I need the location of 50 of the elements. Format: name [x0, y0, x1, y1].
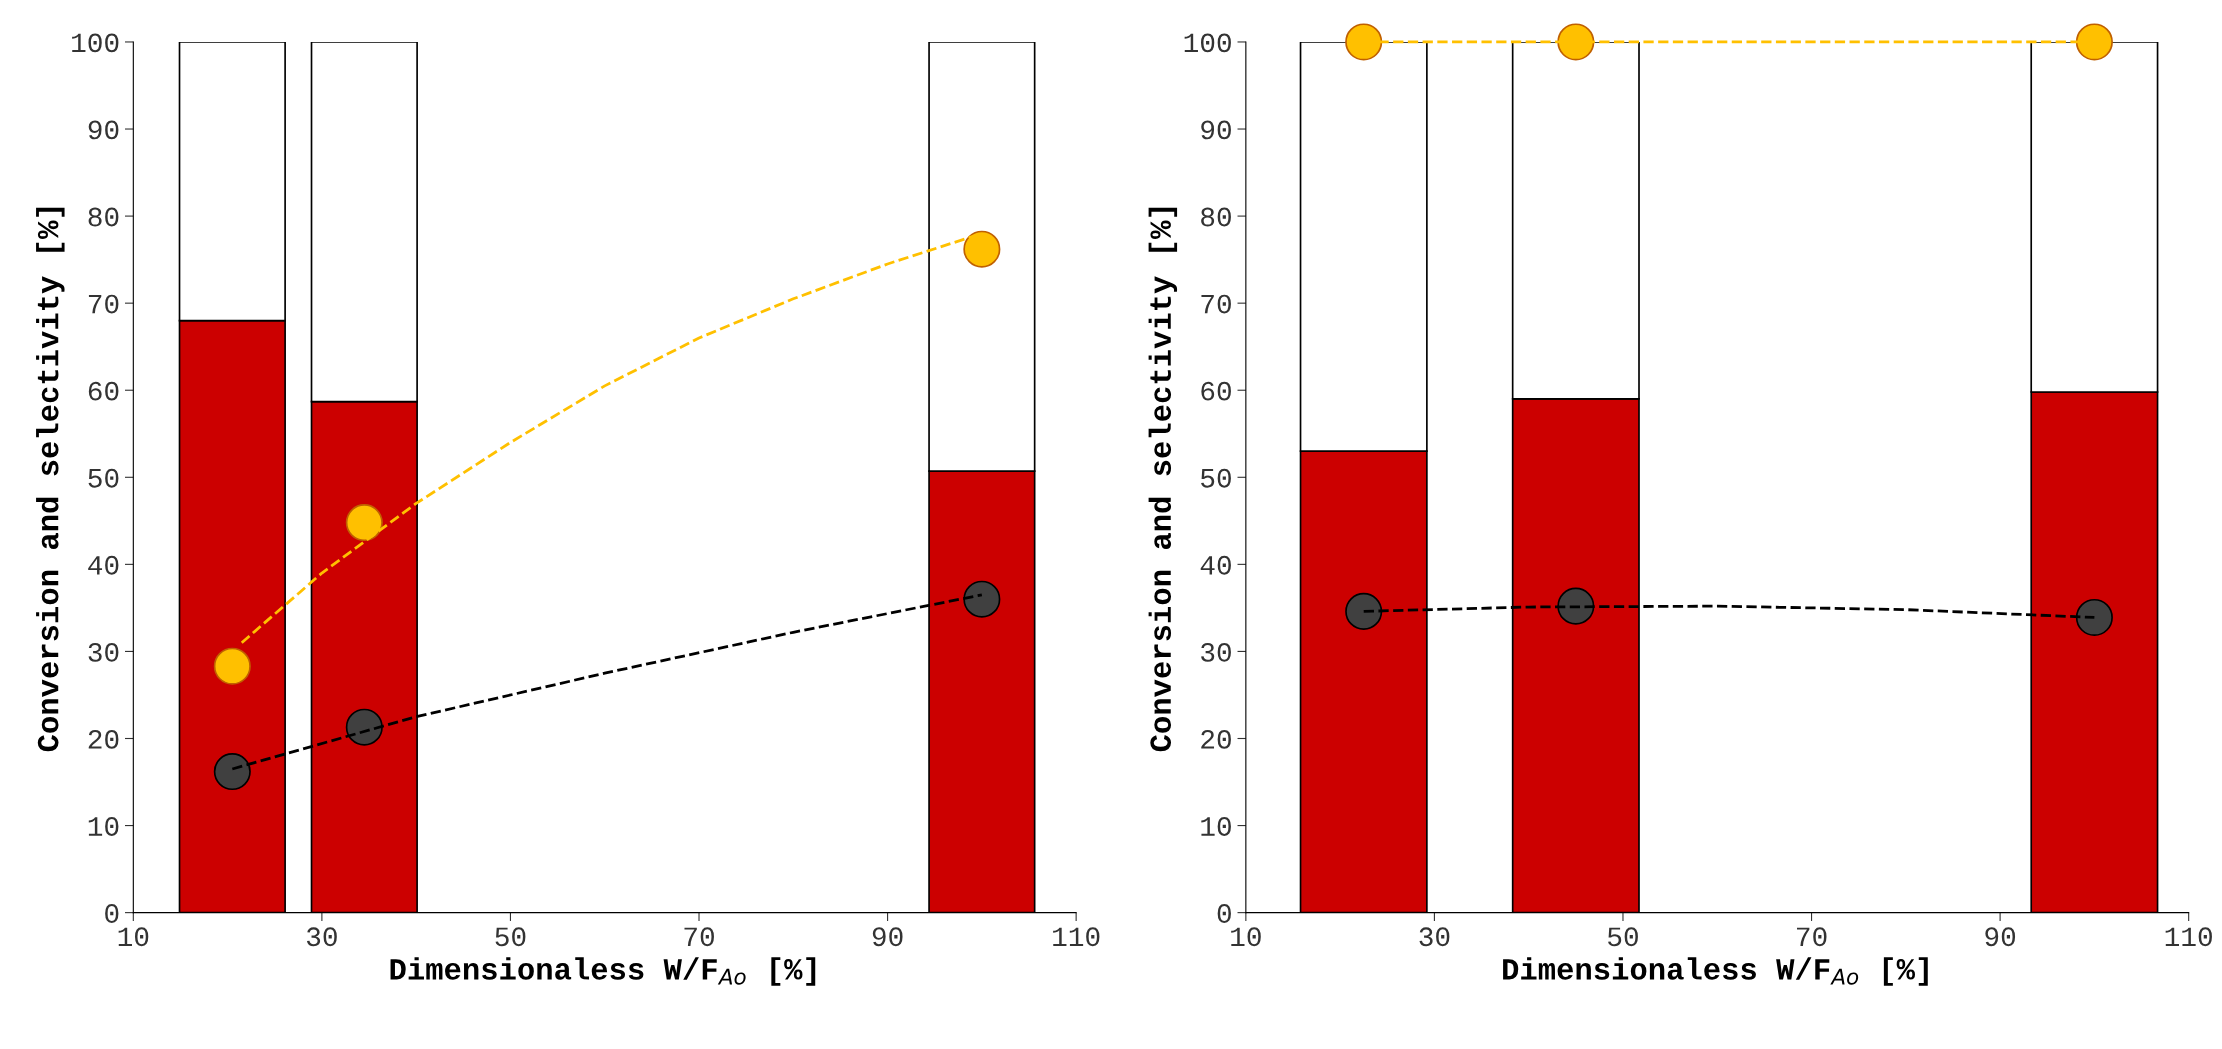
y-tick-label: 90 — [1201, 120, 1231, 140]
x-tick-label: 50 — [495, 927, 526, 947]
y-tick-label: 10 — [1201, 817, 1231, 836]
x-tick-label: 90 — [872, 927, 903, 947]
y-tick-label: 30 — [1201, 642, 1231, 662]
point — [2075, 23, 2113, 61]
point — [1345, 23, 1383, 61]
y-tick-label: 20 — [1201, 729, 1231, 749]
y-tick-label: 80 — [1201, 207, 1231, 227]
y-tick-label: 70 — [88, 294, 119, 314]
point — [345, 708, 383, 746]
point — [213, 647, 251, 685]
x-tick-label: 70 — [1797, 927, 1827, 947]
point — [1557, 23, 1595, 61]
y-tick-label: 50 — [1201, 468, 1231, 488]
x-tick-label: 10 — [1231, 927, 1261, 947]
point — [345, 504, 383, 542]
x-tick-label: 10 — [118, 927, 149, 947]
y-tick-label: 90 — [88, 120, 119, 140]
y-tick-label: 60 — [1201, 381, 1231, 401]
point — [963, 230, 1001, 268]
x-tick-label: 50 — [1608, 927, 1638, 947]
y-tick-label: 100 — [72, 33, 119, 53]
y-tick-label: 0 — [105, 904, 119, 923]
point — [1345, 592, 1383, 630]
y-tick-label: 80 — [88, 207, 119, 227]
y-axis-title: Conversion and selectivity [%] — [1148, 207, 1178, 752]
y-axis-title: Conversion and selectivity [%] — [36, 207, 65, 752]
text: Dimensionaless W/F$_{Ao}$ [%] — [1503, 957, 1928, 986]
y-tick-label: 60 — [88, 381, 119, 401]
y-tick-label: 20 — [88, 729, 119, 749]
y-tick-label: 30 — [88, 642, 119, 662]
x-tick-label: 110 — [1053, 927, 1100, 947]
point — [1557, 587, 1595, 625]
x-tick-label: 30 — [306, 927, 337, 947]
x-tick-label: 30 — [1419, 927, 1450, 947]
y-tick-label: 40 — [1200, 555, 1231, 575]
y-tick-label: 70 — [1201, 294, 1231, 314]
x-tick-label: 90 — [1985, 927, 2016, 947]
y-tick-label: 100 — [1184, 33, 1231, 53]
point — [963, 580, 1001, 618]
text: Dimensionaless W/F$_{Ao}$ [%] — [390, 957, 816, 986]
point — [2075, 598, 2113, 637]
y-tick-label: 10 — [88, 817, 119, 836]
y-tick-label: 0 — [1217, 904, 1231, 923]
x-tick-label: 110 — [2165, 927, 2212, 947]
x-tick-label: 70 — [684, 927, 714, 947]
point — [213, 753, 251, 791]
y-tick-label: 40 — [88, 555, 119, 575]
y-tick-label: 50 — [88, 468, 119, 488]
